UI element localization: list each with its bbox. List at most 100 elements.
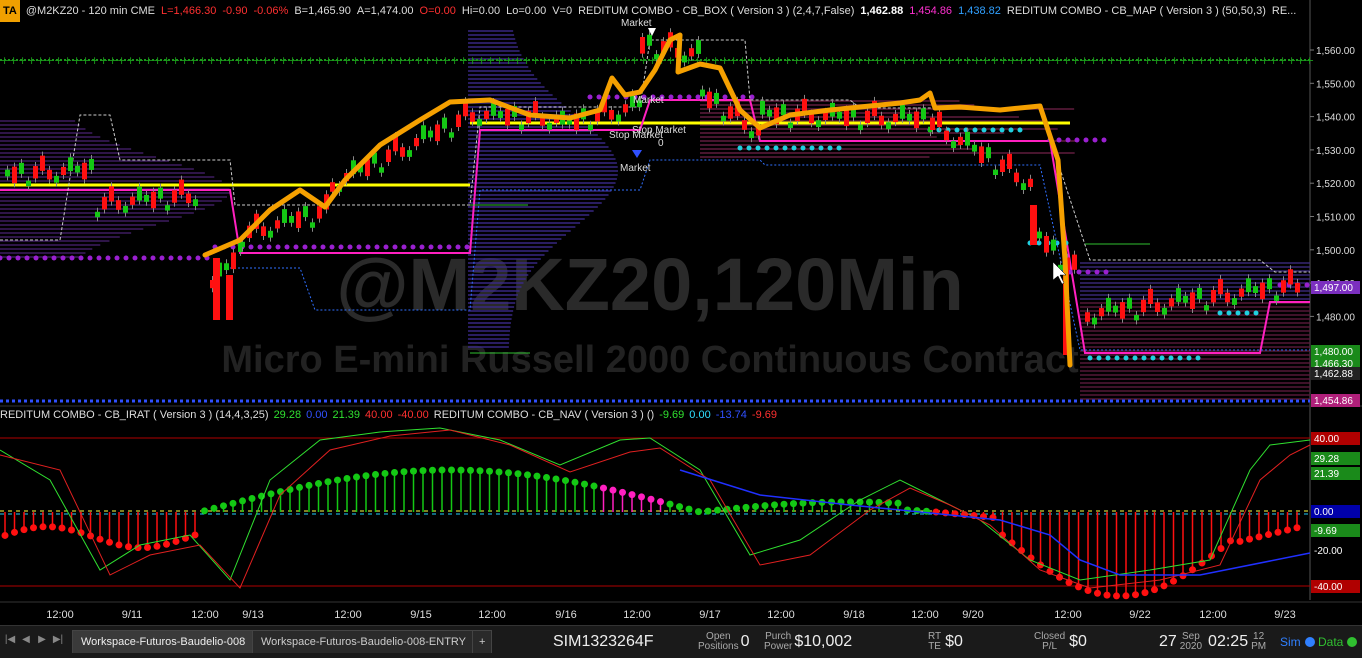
candle-body: [1169, 298, 1174, 307]
volume-profile-bar: [0, 192, 230, 194]
prev-tab-icon[interactable]: ◀: [22, 634, 30, 645]
pct-change: -0.06%: [253, 5, 289, 17]
purple-dot: [33, 255, 39, 261]
cyan-dot: [1195, 355, 1201, 361]
resistance-dot: +: [531, 54, 540, 67]
volume-profile-bar: [0, 120, 76, 122]
purple-dot: [6, 255, 12, 261]
osc-histogram-dot: [201, 507, 208, 515]
candle-body: [519, 124, 524, 130]
volume-profile-bar: [468, 254, 545, 256]
candle-body: [89, 158, 94, 170]
purple-dot: [1304, 282, 1310, 288]
resistance-dot: +: [234, 54, 243, 67]
candle-body: [858, 124, 863, 131]
data-status[interactable]: Data: [1318, 626, 1358, 658]
bid: B=1,465.90: [294, 5, 351, 17]
last-tab-icon[interactable]: ▶|: [52, 634, 64, 645]
volume-profile-bar: [468, 230, 571, 232]
add-tab-button[interactable]: +: [472, 630, 493, 653]
candle-body: [823, 111, 828, 121]
price-label-box: [1311, 367, 1360, 380]
resistance-dot: +: [1206, 54, 1215, 67]
resistance-dot: +: [711, 54, 720, 67]
osc-histogram-dot: [676, 503, 683, 511]
annotation-stop-market: Stop Market: [609, 130, 663, 141]
candle-body: [226, 275, 233, 320]
candle-body: [721, 115, 726, 122]
price-tick-label: 1,520.00: [1316, 179, 1355, 190]
first-tab-icon[interactable]: |◀: [4, 634, 16, 645]
candle-body: [491, 101, 496, 116]
resistance-dot: +: [666, 54, 675, 67]
purple-dot: [347, 244, 353, 250]
osc-histogram-dot: [267, 490, 275, 498]
purple-dot: [1094, 269, 1100, 275]
osc-histogram-dot: [704, 507, 712, 515]
account-id[interactable]: SIM1323264F: [553, 633, 654, 650]
candle-body: [637, 100, 642, 108]
time-axis-label: 9/23: [1274, 609, 1295, 621]
resistance-dot: +: [522, 54, 531, 67]
resistance-dot: +: [639, 54, 648, 67]
chart-canvas[interactable]: @M2KZ20,120Min Micro E-mini Russell 2000 …: [0, 0, 1362, 625]
resistance-dot: +: [630, 54, 639, 67]
resistance-dot: +: [567, 54, 576, 67]
volume-profile-bar: [1080, 266, 1310, 268]
resistance-dot: +: [1098, 54, 1107, 67]
annotation-zero: 0: [658, 138, 664, 149]
purple-dot: [410, 244, 416, 250]
osc-histogram-dot: [144, 543, 151, 551]
candle-body: [26, 180, 31, 187]
volume-profile-bar: [468, 178, 617, 180]
purple-dot: [78, 255, 84, 261]
candle-body: [407, 150, 412, 157]
volume-profile-bar: [468, 330, 511, 332]
volume-profile-bar: [468, 218, 585, 220]
workspace-tab-2[interactable]: Workspace-Futuros-Baudelio-008-ENTRY: [252, 630, 476, 653]
osc-histogram-dot: [695, 508, 702, 516]
candle-body: [1051, 239, 1056, 251]
candle-body: [289, 215, 294, 223]
cyan-dot: [809, 145, 815, 151]
volume-profile-bar: [0, 168, 194, 170]
watermark-description: Micro E-mini Russell 2000 Continuous Con…: [221, 339, 1079, 381]
candle-body: [1028, 178, 1033, 187]
price-label-text: 1,480.00: [1314, 347, 1353, 358]
resistance-dot: +: [315, 54, 324, 67]
volume-profile-bar: [468, 266, 535, 268]
candle-body: [588, 124, 593, 131]
candle-body: [630, 93, 635, 108]
workspace-tab-1[interactable]: Workspace-Futuros-Baudelio-008: [72, 630, 255, 653]
next-tab-icon[interactable]: ▶: [38, 634, 46, 645]
price-label-box: [1311, 357, 1360, 370]
candle-body: [647, 34, 652, 46]
volume-profile-bar: [0, 136, 101, 138]
resistance-dot: +: [882, 54, 891, 67]
candle-body: [505, 108, 510, 126]
osc-label-text: 29.28: [1314, 454, 1339, 465]
resistance-dot: +: [1242, 54, 1251, 67]
resistance-dot: +: [1143, 54, 1152, 67]
osc-histogram-dot: [49, 523, 56, 531]
volume-profile-bar: [0, 252, 86, 254]
sim-status[interactable]: Sim: [1280, 626, 1319, 658]
volume-profile-bar: [468, 182, 616, 184]
osc-histogram-dot: [1236, 537, 1244, 545]
purple-dot: [338, 244, 344, 250]
resistance-dot: +: [1035, 54, 1044, 67]
osc-histogram-dot: [1132, 591, 1139, 599]
purple-dot: [740, 94, 746, 100]
volume-profile-bar: [0, 256, 80, 258]
volume-profile-bar: [468, 86, 545, 88]
volume-profile-bar: [468, 58, 524, 60]
volume-profile-bar: [468, 162, 617, 164]
volume-profile-bar: [1080, 374, 1310, 376]
volume-profile-bar: [468, 286, 522, 288]
chart-area[interactable]: @M2KZ20,120Min Micro E-mini Russell 2000 …: [0, 0, 1362, 625]
irat-d: 40.00: [365, 409, 393, 421]
osc-histogram-dot: [1094, 589, 1101, 597]
candle-body: [282, 209, 287, 223]
date-year: 2020: [1179, 641, 1203, 652]
candle-body: [1183, 295, 1188, 303]
